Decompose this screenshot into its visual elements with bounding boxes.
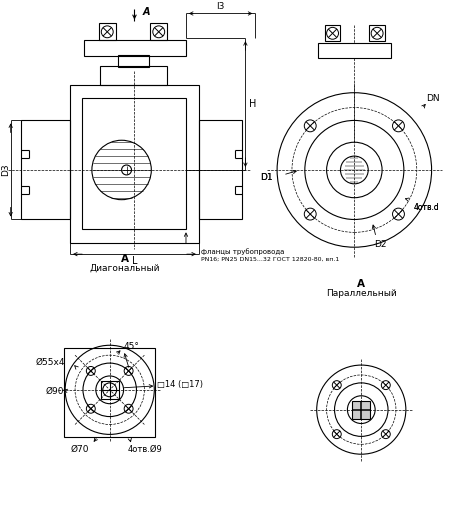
Text: H: H [249, 99, 256, 109]
Bar [150, 23, 167, 40]
Text: Ø70: Ø70 [71, 445, 89, 454]
Text: L: L [132, 256, 137, 266]
Bar [84, 40, 186, 56]
Text: A: A [142, 7, 150, 17]
Bar [99, 23, 116, 40]
Bar [100, 66, 167, 85]
Text: 45°: 45° [124, 342, 139, 351]
Bar [352, 401, 370, 419]
Text: Ø90: Ø90 [45, 387, 64, 397]
Bar [70, 85, 199, 244]
Text: □14 (□17): □14 (□17) [157, 381, 203, 389]
Text: l3: l3 [217, 2, 225, 11]
Bar [21, 120, 70, 220]
Text: 4отв.Ø9: 4отв.Ø9 [128, 445, 162, 454]
Text: фланцы трубопровода: фланцы трубопровода [201, 248, 284, 254]
Bar [101, 381, 118, 399]
Bar [325, 25, 341, 41]
Bar [318, 43, 391, 58]
Text: PN16; PN25 DN15...32 ГОСТ 12820-80, вп.1: PN16; PN25 DN15...32 ГОСТ 12820-80, вп.1 [201, 256, 339, 262]
Bar [117, 55, 149, 67]
Text: DN: DN [426, 94, 439, 103]
Text: Параллельный: Параллельный [326, 290, 397, 298]
Text: 4отв.d: 4отв.d [414, 203, 439, 212]
Bar [64, 348, 155, 437]
Text: Ø55x4: Ø55x4 [36, 358, 65, 367]
Text: Диагональный: Диагональный [89, 264, 160, 272]
Bar [369, 25, 385, 41]
Text: A: A [357, 279, 366, 289]
Bar [82, 98, 186, 230]
Text: D3: D3 [1, 164, 10, 176]
Text: D1: D1 [260, 173, 273, 183]
Text: D1: D1 [260, 173, 273, 183]
Text: A: A [121, 254, 129, 264]
Text: D2: D2 [374, 240, 387, 249]
Text: 4отв.d: 4отв.d [414, 203, 439, 212]
Bar [199, 120, 242, 220]
